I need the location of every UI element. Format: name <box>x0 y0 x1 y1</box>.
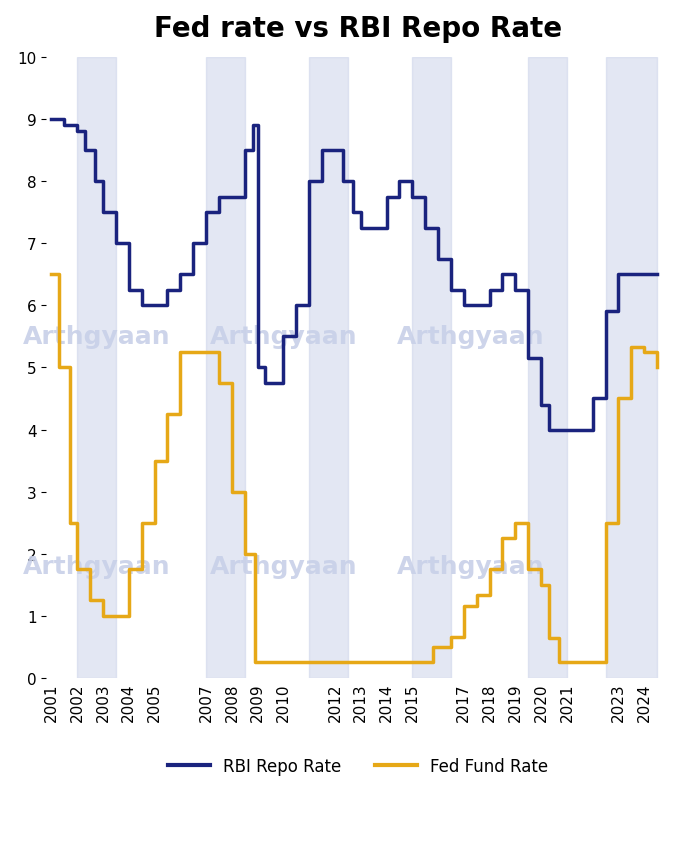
Line: RBI Repo Rate: RBI Repo Rate <box>51 120 657 430</box>
RBI Repo Rate <box>588 394 597 404</box>
RBI Repo Rate <box>545 425 553 435</box>
RBI Repo Rate <box>47 115 55 125</box>
Bar <box>309 57 348 679</box>
Fed Fund Rate <box>627 343 636 353</box>
Bar <box>528 57 567 679</box>
Text: Arthgyaan: Arthgyaan <box>397 325 545 349</box>
Title: Fed rate vs RBI Repo Rate: Fed rate vs RBI Repo Rate <box>154 15 562 43</box>
Fed Fund Rate <box>434 642 443 652</box>
RBI Repo Rate <box>653 270 661 280</box>
RBI Repo Rate <box>382 192 390 203</box>
Fed Fund Rate <box>86 596 95 606</box>
Text: Arthgyaan: Arthgyaan <box>210 325 357 349</box>
Bar <box>606 57 657 679</box>
Bar <box>77 57 116 679</box>
RBI Repo Rate <box>421 224 429 234</box>
Fed Fund Rate <box>460 601 468 611</box>
Fed Fund Rate <box>47 270 55 280</box>
Fed Fund Rate <box>266 657 275 668</box>
Bar <box>206 57 245 679</box>
Fed Fund Rate <box>653 363 661 373</box>
RBI Repo Rate <box>395 176 403 187</box>
RBI Repo Rate <box>511 285 519 295</box>
Text: Arthgyaan: Arthgyaan <box>210 555 357 578</box>
Fed Fund Rate <box>344 657 352 668</box>
Legend: RBI Repo Rate, Fed Fund Rate: RBI Repo Rate, Fed Fund Rate <box>162 750 555 782</box>
Text: Arthgyaan: Arthgyaan <box>397 555 545 578</box>
Line: Fed Fund Rate: Fed Fund Rate <box>51 275 657 663</box>
Fed Fund Rate <box>251 657 259 668</box>
Text: Arthgyaan: Arthgyaan <box>23 325 170 349</box>
Bar <box>412 57 451 679</box>
RBI Repo Rate <box>215 192 223 203</box>
Text: Arthgyaan: Arthgyaan <box>23 555 170 578</box>
